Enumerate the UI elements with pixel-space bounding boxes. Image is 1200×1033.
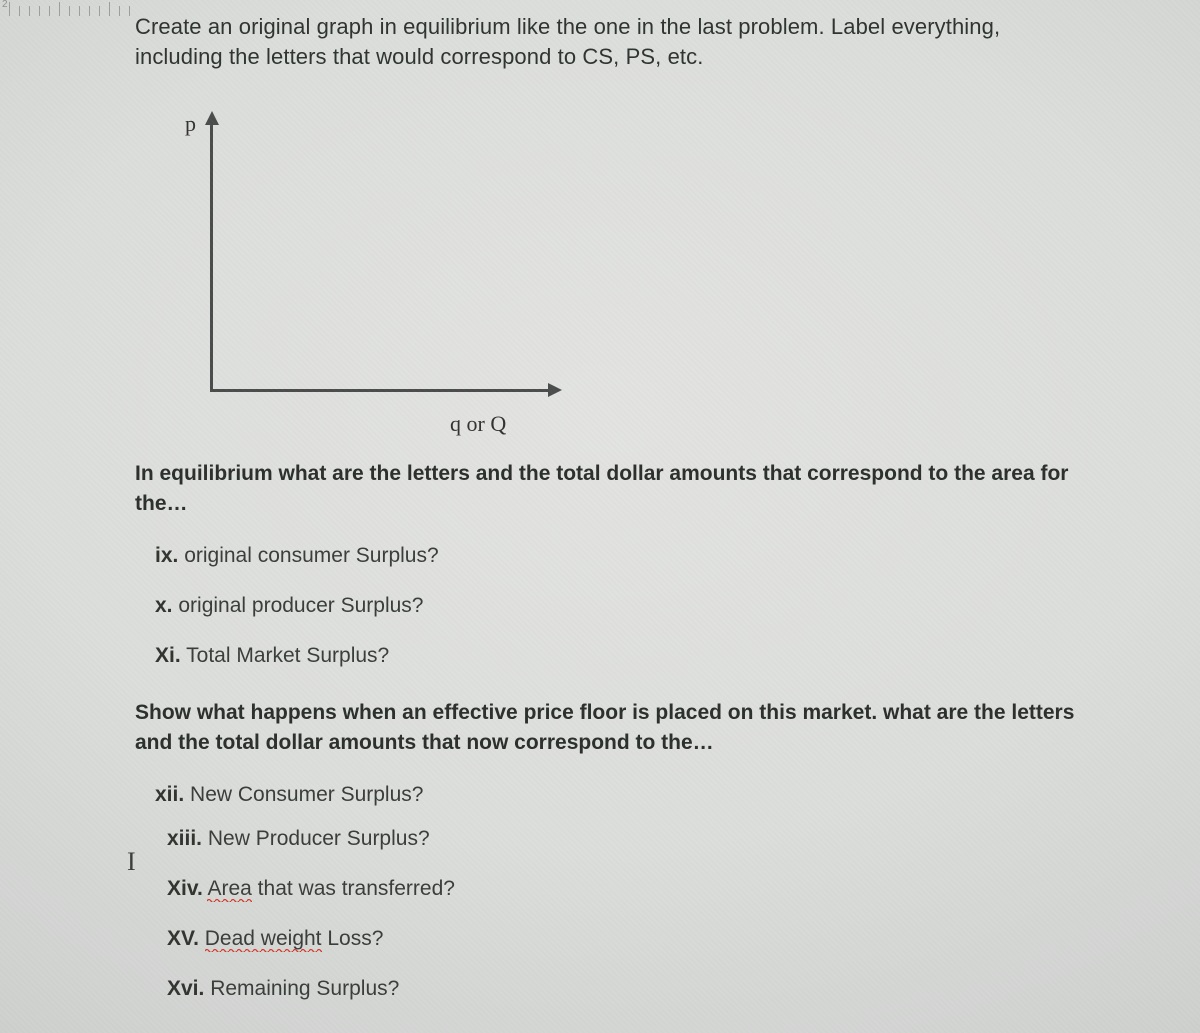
question-x: x. original producer Surplus? xyxy=(155,594,1135,618)
question-number: x. xyxy=(155,594,173,617)
instruction-line1: Create an original graph in equilibrium … xyxy=(135,14,1000,39)
price-floor-section-heading: Show what happens when an effective pric… xyxy=(135,698,1075,757)
spellcheck-underline: Area xyxy=(207,877,251,902)
question-text: New Consumer Surplus? xyxy=(184,783,423,806)
question-xiv: Xiv. Area that was transferred? xyxy=(167,877,1135,901)
document-body: Create an original graph in equilibrium … xyxy=(135,12,1135,1001)
question-number: xiii. xyxy=(167,827,202,850)
instruction-line2: including the letters that would corresp… xyxy=(135,44,703,69)
question-xv: XV. Dead weight Loss? xyxy=(167,927,1135,951)
question-xvi: Xvi. Remaining Surplus? xyxy=(167,977,1135,1001)
question-number: xii. xyxy=(155,783,184,806)
x-axis-line xyxy=(210,389,550,392)
question-number: Xiv. xyxy=(167,877,203,900)
y-axis-line xyxy=(210,121,213,391)
instruction-text: Create an original graph in equilibrium … xyxy=(135,12,1135,71)
question-text: original producer Surplus? xyxy=(173,594,424,617)
question-text: Total Market Surplus? xyxy=(181,644,390,667)
question-text: New Producer Surplus? xyxy=(202,827,430,850)
question-number: Xvi. xyxy=(167,977,204,1000)
question-number: ix. xyxy=(155,544,178,567)
spellcheck-underline: Dead weight xyxy=(205,927,322,952)
ruler-fragment: 2 xyxy=(0,0,140,16)
ruler-number: 2 xyxy=(2,0,8,10)
equilibrium-section-heading: In equilibrium what are the letters and … xyxy=(135,459,1095,518)
question-ix: ix. original consumer Surplus? xyxy=(155,544,1135,568)
question-number: XV. xyxy=(167,927,199,950)
question-xi: Xi. Total Market Surplus? xyxy=(155,644,1135,668)
y-axis-label: p xyxy=(185,111,196,137)
x-axis-arrowhead xyxy=(548,383,562,397)
question-xiii: xiii. New Producer Surplus? xyxy=(167,827,1135,851)
text-cursor-icon: I xyxy=(127,847,136,877)
x-axis-label: q or Q xyxy=(450,411,506,437)
question-number: Xi. xyxy=(155,644,181,667)
blank-axes-graph: p q or Q xyxy=(170,111,590,431)
question-xii: xii. New Consumer Surplus? xyxy=(155,783,1135,807)
question-text: original consumer Surplus? xyxy=(178,544,438,567)
question-text: Remaining Surplus? xyxy=(204,977,399,1000)
